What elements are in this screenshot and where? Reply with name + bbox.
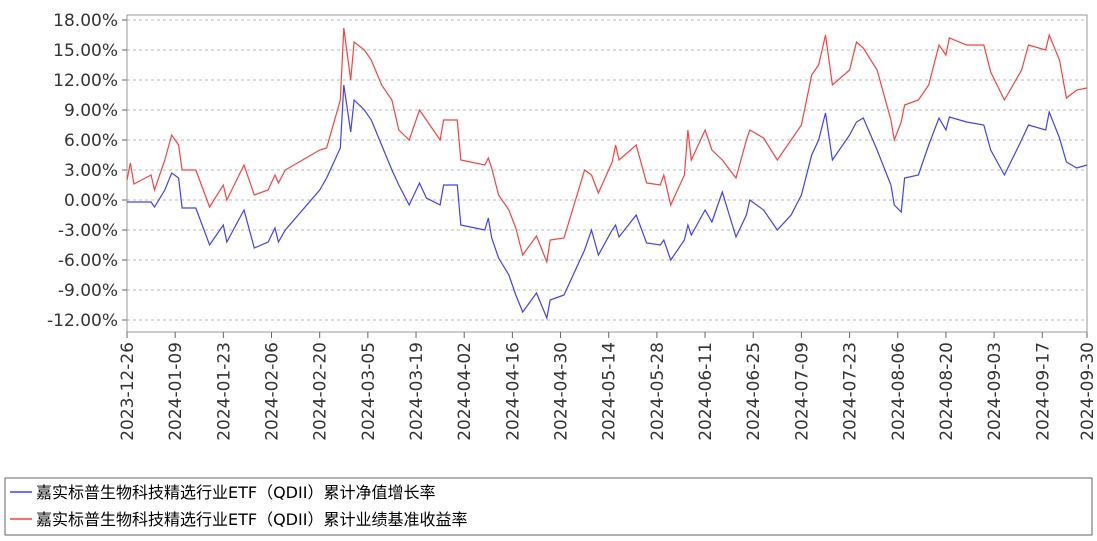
legend-label: 嘉实标普生物科技精选行业ETF（QDII）累计业绩基准收益率 bbox=[36, 510, 467, 529]
y-tick-label: -12.00% bbox=[47, 311, 118, 331]
legend-box bbox=[4, 477, 1093, 536]
x-tick-label: 2024-02-20 bbox=[311, 342, 331, 441]
x-tick-label: 2024-06-25 bbox=[744, 342, 764, 441]
y-tick-label: 3.00% bbox=[64, 161, 118, 181]
x-tick-label: 2024-03-05 bbox=[359, 342, 379, 441]
x-tick-label: 2024-09-03 bbox=[985, 342, 1005, 441]
x-tick-label: 2024-04-30 bbox=[552, 342, 572, 441]
y-tick-label: -9.00% bbox=[58, 281, 118, 301]
x-tick-label: 2024-08-06 bbox=[889, 342, 909, 441]
x-tick-label: 2024-09-17 bbox=[1033, 342, 1053, 441]
y-tick-label: 15.00% bbox=[53, 41, 118, 61]
x-tick-label: 2024-01-09 bbox=[166, 342, 186, 441]
x-tick-label: 2024-04-02 bbox=[455, 342, 475, 441]
y-tick-label: 12.00% bbox=[53, 71, 118, 91]
y-tick-label: 0.00% bbox=[64, 191, 118, 211]
x-tick-label: 2024-06-11 bbox=[696, 342, 716, 441]
x-tick-label: 2024-07-09 bbox=[792, 342, 812, 441]
x-tick-label: 2024-05-28 bbox=[648, 342, 668, 441]
y-tick-label: 9.00% bbox=[64, 101, 118, 121]
series-line bbox=[126, 27, 1088, 265]
legend-label: 嘉实标普生物科技精选行业ETF（QDII）累计净值增长率 bbox=[36, 483, 435, 502]
x-tick-label: 2024-03-19 bbox=[407, 342, 427, 441]
x-tick-label: 2024-08-20 bbox=[937, 342, 957, 441]
x-tick-label: 2024-02-06 bbox=[263, 342, 283, 441]
y-tick-label: -3.00% bbox=[58, 221, 118, 241]
x-tick-label: 2024-04-16 bbox=[503, 342, 523, 441]
series-line bbox=[127, 84, 1088, 321]
x-tick-label: 2023-12-26 bbox=[118, 342, 138, 441]
y-tick-label: 6.00% bbox=[64, 131, 118, 151]
y-tick-label: 18.00% bbox=[53, 11, 118, 31]
y-tick-label: -6.00% bbox=[58, 251, 118, 271]
x-tick-label: 2024-07-23 bbox=[841, 342, 861, 441]
x-tick-label: 2024-01-23 bbox=[214, 342, 234, 441]
x-tick-label: 2024-09-30 bbox=[1078, 342, 1097, 441]
x-tick-label: 2024-05-14 bbox=[600, 342, 620, 441]
